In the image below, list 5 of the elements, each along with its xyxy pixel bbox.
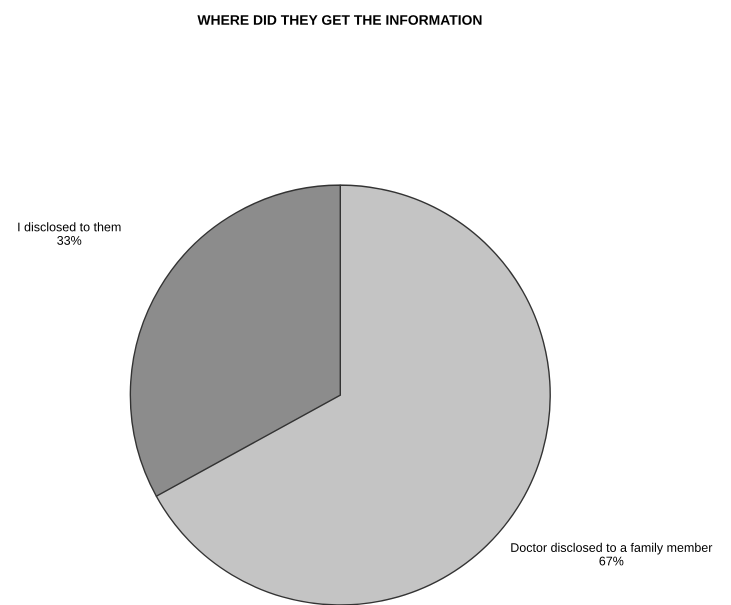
chart-title: WHERE DID THEY GET THE INFORMATION [197, 15, 482, 25]
data-label: 33% [57, 236, 82, 245]
slice-label: I disclosed to them [18, 222, 121, 232]
data-label: 67% [599, 556, 624, 566]
slice-label: Doctor disclosed to a family member [511, 542, 712, 554]
